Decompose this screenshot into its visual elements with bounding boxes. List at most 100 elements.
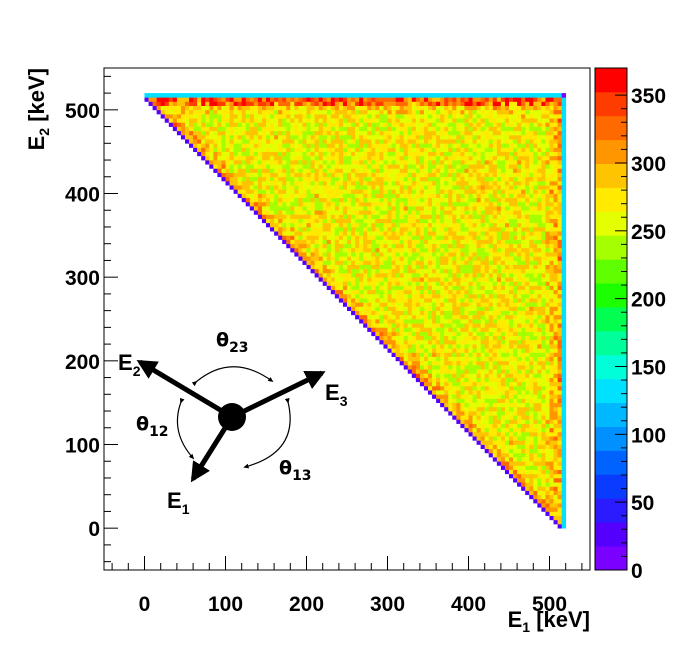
heatmap-cell: [432, 164, 437, 169]
heatmap-cell: [330, 231, 336, 236]
heatmap-cell: [351, 201, 356, 207]
heatmap-cell: [541, 415, 546, 420]
heatmap-cell: [480, 185, 486, 190]
heatmap-cell: [205, 122, 210, 127]
heatmap-cell: [270, 97, 275, 102]
heatmap-cell: [517, 352, 522, 357]
heatmap-cell: [432, 210, 437, 215]
heatmap-cell: [371, 260, 376, 265]
heatmap-cell: [237, 151, 243, 157]
heatmap-cell: [282, 147, 287, 153]
heatmap-cell: [460, 126, 465, 132]
heatmap-cell: [415, 206, 421, 211]
heatmap-cell: [221, 168, 226, 173]
heatmap-cell: [460, 168, 465, 173]
heatmap-cell: [403, 319, 409, 324]
heatmap-cell: [403, 226, 409, 232]
heatmap-cell: [197, 126, 202, 132]
heatmap-cell: [496, 302, 502, 307]
heatmap-cell: [448, 394, 453, 399]
heatmap-cell: [436, 377, 441, 383]
heatmap-cell: [448, 377, 453, 383]
heatmap-cell: [326, 160, 332, 165]
heatmap-cell: [513, 419, 518, 424]
heatmap-cell: [338, 147, 344, 153]
heatmap-cell: [496, 314, 502, 320]
heatmap-cell: [448, 189, 453, 194]
heatmap-cell: [517, 277, 522, 282]
heatmap-cell: [225, 126, 230, 132]
heatmap-cell: [326, 243, 332, 249]
heatmap-cell: [444, 335, 449, 341]
heatmap-cell: [440, 356, 445, 362]
heatmap-cell: [359, 226, 364, 232]
heatmap-cell: [432, 231, 437, 236]
heatmap-cell: [504, 277, 510, 282]
heatmap-cell: [359, 260, 364, 265]
heatmap-cell: [213, 97, 218, 102]
heatmap-cell: [456, 335, 461, 341]
heatmap-cell: [351, 252, 356, 257]
heatmap-cell: [415, 93, 421, 98]
heatmap-cell: [314, 93, 319, 98]
heatmap-cell: [500, 122, 506, 127]
heatmap-cell: [529, 390, 534, 395]
heatmap-cell: [525, 114, 530, 119]
heatmap-cell: [363, 201, 368, 207]
heatmap-cell: [440, 298, 445, 303]
heatmap-cell: [330, 247, 336, 253]
heatmap-cell: [480, 289, 486, 295]
heatmap-cell: [436, 201, 441, 207]
heatmap-cell: [533, 281, 538, 286]
heatmap-cell: [306, 105, 311, 111]
heatmap-cell: [399, 289, 405, 295]
heatmap-cell: [201, 130, 206, 136]
heatmap-cell: [330, 210, 336, 215]
heatmap-cell: [464, 180, 469, 186]
heatmap-cell: [302, 172, 307, 178]
heatmap-cell: [525, 289, 530, 295]
heatmap-cell: [509, 214, 514, 219]
heatmap-cell: [509, 239, 514, 245]
heatmap-cell: [517, 214, 522, 219]
heatmap-cell: [253, 143, 259, 148]
heatmap-cell: [395, 193, 400, 199]
heatmap-cell: [472, 97, 477, 102]
heatmap-cell: [448, 381, 453, 387]
heatmap-cell: [428, 331, 433, 337]
heatmap-cell: [241, 176, 247, 182]
heatmap-cell: [176, 114, 182, 119]
heatmap-cell: [537, 477, 542, 483]
heatmap-cell: [180, 122, 186, 127]
heatmap-cell: [415, 314, 421, 320]
heatmap-cell: [225, 93, 230, 98]
heatmap-cell: [541, 310, 546, 316]
heatmap-cell: [302, 97, 307, 102]
heatmap-cell: [415, 365, 421, 370]
heatmap-cell: [537, 444, 542, 450]
heatmap-cell: [513, 452, 518, 458]
heatmap-cell: [310, 180, 315, 186]
heatmap-cell: [322, 231, 328, 236]
heatmap-cell: [468, 185, 473, 190]
heatmap-cell: [379, 310, 384, 316]
heatmap-cell: [367, 310, 372, 316]
heatmap-cell: [517, 390, 522, 395]
heatmap-cell: [253, 97, 259, 102]
heatmap-cell: [411, 260, 417, 265]
heatmap-cell: [318, 197, 324, 203]
heatmap-cell: [282, 193, 287, 199]
heatmap-cell: [444, 160, 449, 165]
heatmap-cell: [233, 172, 238, 178]
heatmap-cell: [480, 264, 486, 270]
heatmap-cell: [318, 247, 324, 253]
heatmap-cell: [278, 180, 283, 186]
heatmap-cell: [334, 243, 340, 249]
heatmap-cell: [180, 93, 186, 98]
heatmap-cell: [448, 310, 453, 316]
heatmap-cell: [233, 180, 238, 186]
heatmap-cell: [294, 118, 299, 123]
heatmap-cell: [144, 93, 149, 98]
heatmap-cell: [464, 423, 469, 429]
heatmap-cell: [399, 323, 405, 328]
